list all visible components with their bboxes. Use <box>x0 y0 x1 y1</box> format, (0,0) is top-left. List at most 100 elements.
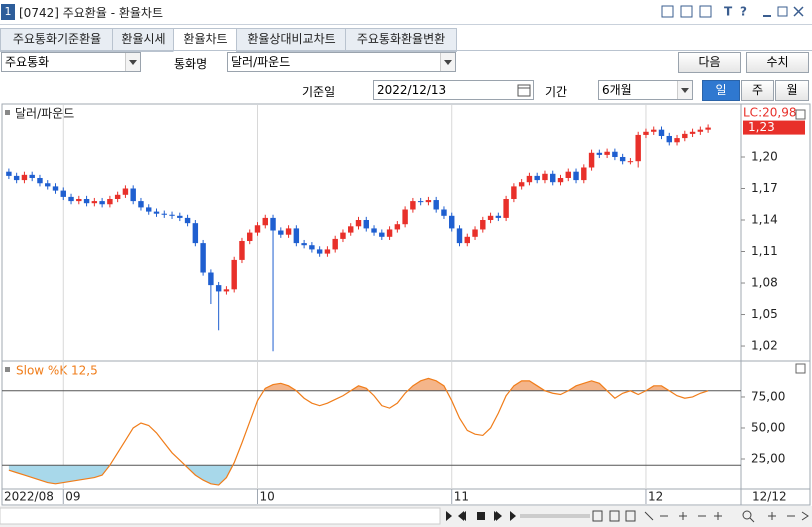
oversold-fill <box>8 465 709 486</box>
y-tick-label: 1,17 <box>751 181 778 195</box>
x-tick-label: 11 <box>454 490 469 504</box>
candle-body <box>480 220 486 230</box>
candle-body <box>550 173 556 183</box>
candle-body <box>371 228 377 233</box>
candle-body <box>184 217 191 224</box>
candle-body <box>29 174 35 178</box>
candle-body <box>200 243 206 273</box>
candle-body <box>386 229 393 237</box>
candle-body <box>441 209 447 216</box>
candle-body <box>91 201 98 204</box>
candle-body <box>45 183 51 187</box>
candle-body <box>604 151 610 155</box>
zoom-slider[interactable] <box>520 514 590 518</box>
group-value: 주요통화 <box>5 55 50 69</box>
pane-marker <box>5 367 10 372</box>
stoch-line <box>8 377 709 486</box>
candle-body <box>138 201 144 208</box>
next-button[interactable]: 다음 <box>678 52 741 73</box>
group-select[interactable]: 주요통화 <box>1 52 141 72</box>
candle-body <box>627 161 634 163</box>
y-tick-label: 75,00 <box>751 389 785 403</box>
tab[interactable]: 환율차트 <box>173 28 238 52</box>
candle-body <box>565 171 571 178</box>
candle-body <box>394 224 401 230</box>
candle-body <box>60 190 66 197</box>
day-button[interactable]: 일 <box>702 80 740 101</box>
candle-body <box>247 232 253 242</box>
scroll-track[interactable] <box>0 507 441 525</box>
candle-body <box>417 201 424 203</box>
tab[interactable]: 환율시세 <box>112 28 175 52</box>
candle-body <box>262 217 268 226</box>
y-tick-label: 1,20 <box>751 149 778 163</box>
x-tick-label: 12 <box>648 490 663 504</box>
candle-body <box>503 198 509 218</box>
candle-body <box>177 215 183 218</box>
candle-body <box>223 289 230 292</box>
pane-button[interactable] <box>795 363 806 374</box>
candle-body <box>542 173 548 181</box>
scroll-buttons[interactable] <box>446 511 516 521</box>
toolbar-icons[interactable] <box>592 510 809 523</box>
y-tick-label: 1,14 <box>751 213 778 227</box>
period-value: 6개월 <box>602 83 632 97</box>
candle-body <box>410 201 416 210</box>
candle-body <box>130 188 136 202</box>
title-bar: 1 [0742] 주요환율 - 환율차트 T? <box>0 0 812 25</box>
candle-body <box>68 196 74 202</box>
candle-body <box>425 200 432 203</box>
candle-body <box>270 217 276 231</box>
candle-body <box>643 131 649 135</box>
candle-body <box>534 175 540 181</box>
candle-body <box>495 215 502 218</box>
last-price-box <box>743 120 805 135</box>
candle-body <box>316 249 323 254</box>
candle-body <box>37 177 43 184</box>
candle-body <box>231 259 237 290</box>
x-tick-label: 10 <box>260 490 275 504</box>
candle-body <box>619 156 626 162</box>
candle-body <box>107 198 113 205</box>
x-tick-label: 2022/08 <box>4 490 54 504</box>
candle-body <box>340 232 346 239</box>
svg-text:T: T <box>724 5 733 19</box>
window-icons[interactable]: T? <box>660 3 810 21</box>
candle-body <box>511 186 517 199</box>
period-label: 기간 <box>545 85 568 99</box>
date-label: 기준일 <box>302 85 336 99</box>
period-select[interactable]: 6개월 <box>598 80 693 100</box>
tab[interactable]: 주요통화기준환율 <box>0 28 114 52</box>
currency-value: 달러/파운드 <box>231 55 291 69</box>
candle-body <box>239 241 245 260</box>
month-button[interactable]: 월 <box>775 80 809 101</box>
calendar-icon[interactable] <box>517 83 531 97</box>
candle-body <box>13 175 20 181</box>
tab[interactable]: 주요통화환율변환 <box>345 28 457 52</box>
candle-body <box>153 211 160 214</box>
currency-select[interactable]: 달러/파운드 <box>227 52 456 72</box>
candle-body <box>402 209 408 225</box>
candle-body <box>83 198 90 204</box>
candle-body <box>518 182 525 187</box>
candle-body <box>526 175 533 183</box>
candle-body <box>456 228 463 244</box>
candle-body <box>464 236 470 244</box>
tab[interactable]: 환율상대비교차트 <box>236 28 347 52</box>
numbers-button[interactable]: 수치 <box>746 52 809 73</box>
candle-body <box>433 200 439 210</box>
candle-body <box>596 152 603 155</box>
chart-frame <box>1 103 811 506</box>
pane-button[interactable] <box>795 109 806 120</box>
candle-body <box>161 213 167 215</box>
week-button[interactable]: 주 <box>741 80 774 101</box>
candle-body <box>146 207 152 212</box>
candle-body <box>557 177 564 183</box>
last-date-label: 12/12 <box>752 490 787 504</box>
candle-body <box>169 214 175 216</box>
candle-body <box>363 220 369 229</box>
candle-body <box>122 188 129 195</box>
candle-body <box>76 198 82 202</box>
date-input[interactable]: 2022/12/13 <box>373 80 534 100</box>
